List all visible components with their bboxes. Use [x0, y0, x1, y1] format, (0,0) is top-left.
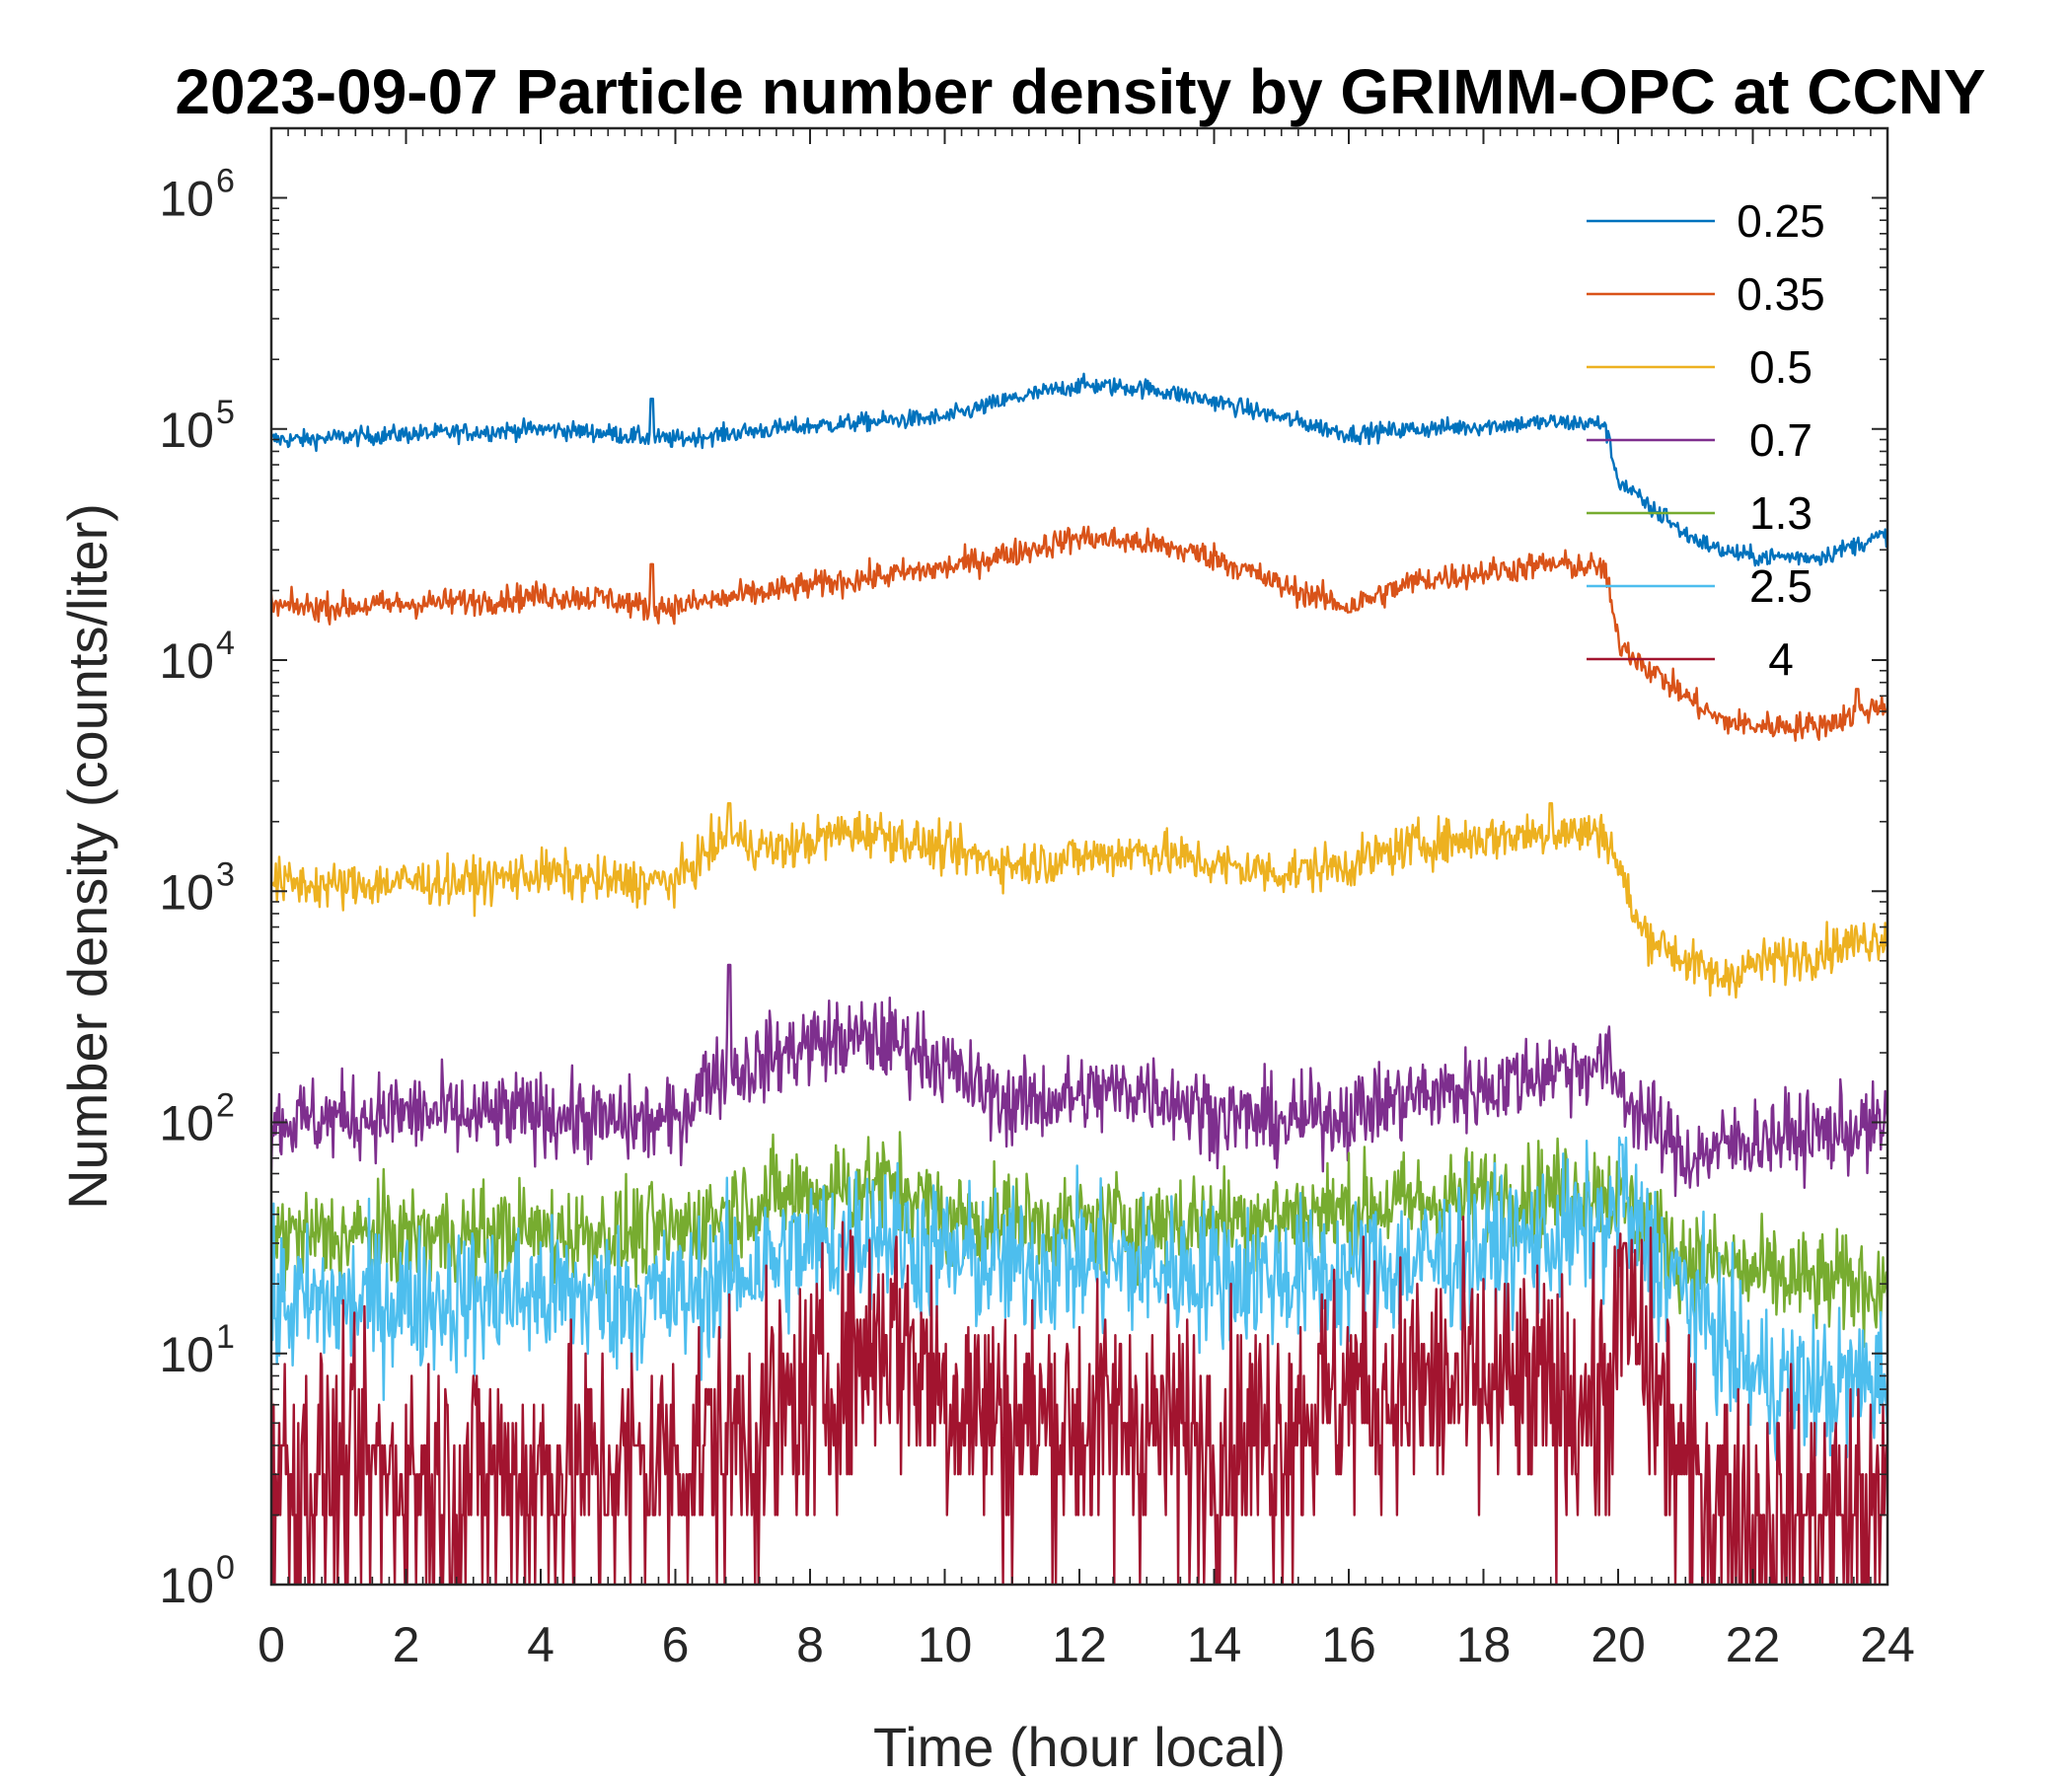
x-tick-label: 20: [1591, 1617, 1646, 1672]
y-tick-exponent: 1: [216, 1318, 235, 1356]
y-tick-label: 10 3: [159, 855, 235, 920]
legend-label: 2.5: [1749, 560, 1813, 612]
ticks-layer: [270, 127, 1888, 1586]
y-tick-exponent: 5: [216, 394, 235, 431]
legend-label: 4: [1768, 633, 1794, 685]
x-tick-label: 4: [527, 1617, 555, 1672]
x-tick-label: 18: [1456, 1617, 1512, 1672]
y-tick-base: 10: [159, 864, 214, 920]
y-tick-label: 10 4: [159, 625, 235, 689]
y-tick-exponent: 2: [216, 1087, 235, 1125]
y-tick-label: 10 2: [159, 1087, 235, 1151]
series-line-0-25: [271, 372, 1887, 567]
chart-title: 2023-09-07 Particle number density by GR…: [175, 56, 1985, 127]
legend-label: 0.25: [1737, 195, 1825, 247]
legend: 0.25 0.35 0.5 0.7 1.3 2.5 4: [1587, 195, 1825, 685]
y-tick-label: 10 5: [159, 394, 235, 458]
y-tick-label: 10 6: [159, 163, 235, 227]
x-tick-label: 0: [258, 1617, 285, 1672]
y-tick-label: 10 1: [159, 1318, 235, 1382]
x-tick-label: 22: [1726, 1617, 1781, 1672]
x-tick-label: 8: [796, 1617, 824, 1672]
y-tick-label: 10 0: [159, 1549, 235, 1613]
y-tick-base: 10: [159, 172, 214, 227]
y-tick-base: 10: [159, 1558, 214, 1613]
legend-label: 0.7: [1749, 414, 1813, 466]
y-tick-exponent: 6: [216, 163, 235, 200]
series-line-0-5: [271, 802, 1887, 999]
x-tick-label: 6: [662, 1617, 690, 1672]
y-tick-base: 10: [159, 1096, 214, 1151]
y-tick-base: 10: [159, 1327, 214, 1382]
legend-label: 1.3: [1749, 487, 1813, 539]
series-line-4: [271, 1216, 1887, 1585]
x-tick-label: 10: [918, 1617, 973, 1672]
y-tick-base: 10: [159, 633, 214, 689]
series-line-0-35: [271, 525, 1887, 742]
legend-label: 0.5: [1749, 341, 1813, 393]
y-tick-exponent: 3: [216, 855, 235, 893]
x-tick-label: 24: [1860, 1617, 1915, 1672]
x-axis-label: Time (hour local): [873, 1716, 1286, 1776]
y-axis-label: Number density (counts/liter): [56, 503, 118, 1210]
plot-frame: [269, 126, 1889, 1587]
x-tick-label: 2: [393, 1617, 420, 1672]
series-line-0-7: [271, 963, 1887, 1198]
x-tick-label: 14: [1187, 1617, 1242, 1672]
x-tick-label: 12: [1052, 1617, 1107, 1672]
series-layer: [271, 372, 1887, 1585]
x-tick-label: 16: [1321, 1617, 1376, 1672]
y-tick-exponent: 4: [216, 625, 235, 662]
legend-label: 0.35: [1737, 268, 1825, 320]
x-tick-labels: 0 2 4 6 8 10 12 14 16 18 20 22 24: [258, 1617, 1915, 1672]
y-tick-exponent: 0: [216, 1549, 235, 1587]
y-tick-base: 10: [159, 403, 214, 458]
